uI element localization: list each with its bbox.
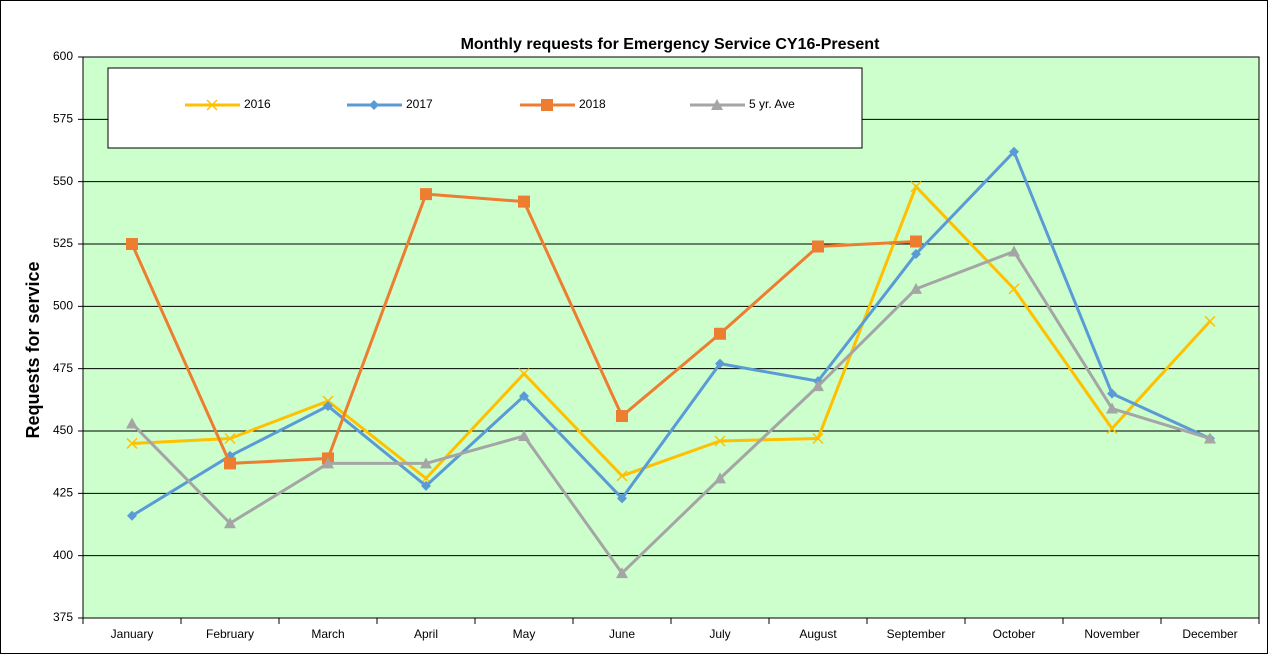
series-line [130, 249, 1211, 576]
x-tick-label: November [1084, 627, 1139, 641]
marker [910, 282, 922, 294]
marker [126, 417, 138, 429]
marker [616, 470, 628, 482]
marker [1204, 315, 1216, 327]
marker [518, 368, 530, 380]
x-tick-label: August [799, 627, 837, 641]
legend-label: 5 yr. Ave [749, 97, 795, 111]
marker [519, 391, 529, 402]
legend-label: 2018 [579, 97, 606, 111]
marker [1008, 245, 1020, 257]
marker [369, 100, 379, 110]
x-tick-label: May [513, 627, 536, 641]
y-tick-label: 525 [53, 236, 73, 250]
marker [714, 327, 726, 340]
x-tick-label: June [609, 627, 635, 641]
marker [910, 181, 922, 193]
marker [812, 432, 824, 445]
marker [617, 493, 627, 504]
marker [126, 238, 138, 250]
marker [715, 358, 725, 369]
marker [323, 401, 333, 412]
marker [616, 567, 628, 579]
x-tick-label: July [709, 627, 730, 641]
marker [812, 380, 824, 392]
marker [206, 99, 218, 111]
legend-label: 2017 [406, 97, 433, 111]
x-tick-label: September [887, 627, 946, 641]
marker [714, 472, 726, 484]
marker [421, 480, 431, 491]
y-tick-label: 450 [53, 423, 73, 437]
chart-title: Monthly requests for Emergency Service C… [461, 36, 880, 53]
y-tick-label: 550 [53, 174, 73, 188]
marker [127, 510, 137, 521]
marker [224, 517, 236, 529]
marker [616, 410, 628, 423]
marker [711, 99, 723, 110]
marker [1009, 146, 1019, 157]
marker [1008, 283, 1020, 295]
marker [518, 429, 530, 441]
marker [126, 437, 138, 449]
marker [224, 432, 236, 445]
y-tick-label: 475 [53, 361, 73, 375]
x-tick-label: March [311, 627, 344, 641]
marker [812, 240, 824, 253]
legend [107, 67, 863, 149]
y-tick-label: 500 [53, 299, 73, 313]
marker [322, 457, 334, 469]
marker [714, 435, 726, 447]
marker [1107, 388, 1117, 399]
series-line [131, 183, 1212, 481]
marker [541, 99, 553, 111]
marker [224, 457, 236, 470]
series-line [131, 149, 1211, 518]
marker [1204, 432, 1216, 444]
y-tick-label: 600 [53, 49, 73, 63]
marker [1106, 402, 1118, 414]
x-tick-label: February [206, 627, 254, 641]
marker [911, 248, 921, 259]
y-axis-label: Requests for service [23, 261, 43, 438]
x-tick-label: April [414, 627, 438, 641]
marker [420, 188, 432, 201]
y-tick-label: 375 [53, 610, 73, 624]
x-tick-label: December [1182, 627, 1237, 641]
y-tick-label: 575 [53, 112, 73, 126]
y-tick-label: 400 [53, 548, 73, 562]
x-tick-label: October [993, 627, 1036, 641]
marker [910, 235, 922, 248]
marker [1106, 422, 1118, 435]
x-tick-label: January [111, 627, 154, 641]
y-tick-label: 425 [53, 486, 73, 500]
marker [420, 457, 432, 469]
legend-label: 2016 [244, 97, 271, 111]
marker [518, 195, 530, 208]
